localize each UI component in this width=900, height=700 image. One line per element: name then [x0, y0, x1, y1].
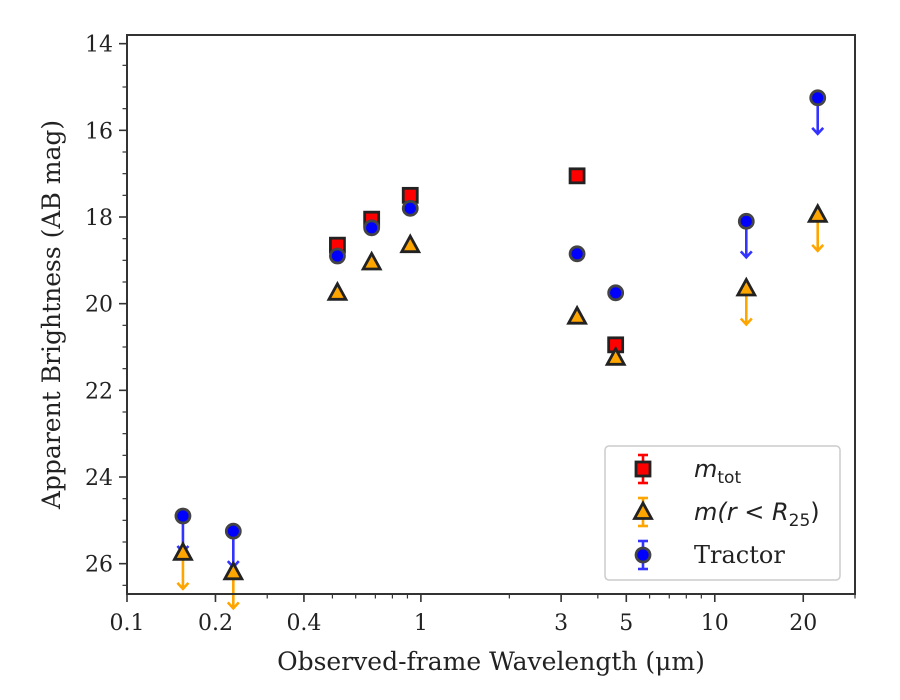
legend-item: m(r < R25): [632, 496, 820, 531]
x-tick-label: 5: [619, 611, 633, 636]
data-point-triangle: [735, 276, 758, 297]
data-point-triangle: [566, 304, 588, 325]
legend-marker: [632, 500, 654, 520]
legend-label: m(r < R25): [694, 498, 820, 531]
data-point-square: [568, 167, 586, 185]
x-tick-label: 0.2: [198, 611, 233, 636]
legend-item: mtot: [634, 453, 741, 488]
data-layer: [172, 89, 829, 611]
data-point-triangle: [172, 540, 194, 561]
data-point-circle: [224, 522, 242, 540]
legend-label-sub: 25: [789, 511, 811, 531]
data-point-triangle: [326, 280, 349, 301]
y-tick-label: 22: [85, 379, 113, 404]
x-tick-label: 0.1: [110, 611, 145, 636]
y-tick-label: 14: [85, 33, 113, 58]
data-point-circle: [363, 219, 381, 237]
legend-label-main: Tractor: [694, 541, 785, 569]
legend-marker: [634, 546, 652, 564]
data-point-circle: [329, 247, 346, 265]
x-tick-label: 3: [554, 611, 568, 636]
data-point-triangle: [806, 202, 829, 223]
data-point-circle: [607, 284, 625, 302]
series-2-markers: [174, 89, 827, 540]
data-point-circle: [401, 199, 419, 217]
data-point-triangle: [360, 250, 383, 271]
data-point-circle: [809, 89, 827, 107]
legend-label: Tractor: [694, 541, 785, 569]
data-point-triangle: [399, 233, 422, 254]
legend: mtot m(r < R25) Tractor: [604, 445, 841, 581]
x-axis-label: Observed-frame Wavelength (μm): [277, 647, 705, 676]
legend-label-sub: tot: [717, 468, 741, 488]
legend-label-end: ): [810, 498, 819, 526]
legend-label-main: m(r < R: [694, 498, 789, 526]
data-point-circle: [174, 507, 192, 525]
x-tick-label: 1: [414, 611, 428, 636]
legend-label: mtot: [694, 455, 741, 488]
plot-frame: [126, 34, 856, 595]
data-point-triangle: [222, 560, 245, 581]
x-tick-labels: 0.1 0.2 0.4 1 3 5 10 20: [110, 611, 818, 636]
y-tick-label: 20: [85, 293, 113, 318]
data-point-triangle: [604, 345, 627, 366]
x-tick-label: 20: [789, 611, 817, 636]
legend-box: [604, 445, 841, 581]
y-tick-label: 18: [85, 206, 113, 231]
legend-label-main: m: [694, 455, 717, 483]
y-tick-label: 24: [85, 466, 113, 491]
legend-item: Tractor: [634, 539, 785, 571]
y-tick-label: 26: [85, 553, 113, 578]
legend-marker: [634, 460, 652, 478]
y-axis-label: Apparent Brightness (AB mag): [37, 120, 66, 510]
data-point-circle: [737, 212, 755, 230]
series-1-markers: [172, 202, 829, 581]
y-tick-labels: 14 16 18 20 22 24 26: [85, 33, 113, 578]
y-tick-label: 16: [85, 119, 113, 144]
data-point-circle: [568, 245, 586, 263]
x-tick-label: 10: [701, 611, 729, 636]
x-tick-label: 0.4: [286, 611, 321, 636]
